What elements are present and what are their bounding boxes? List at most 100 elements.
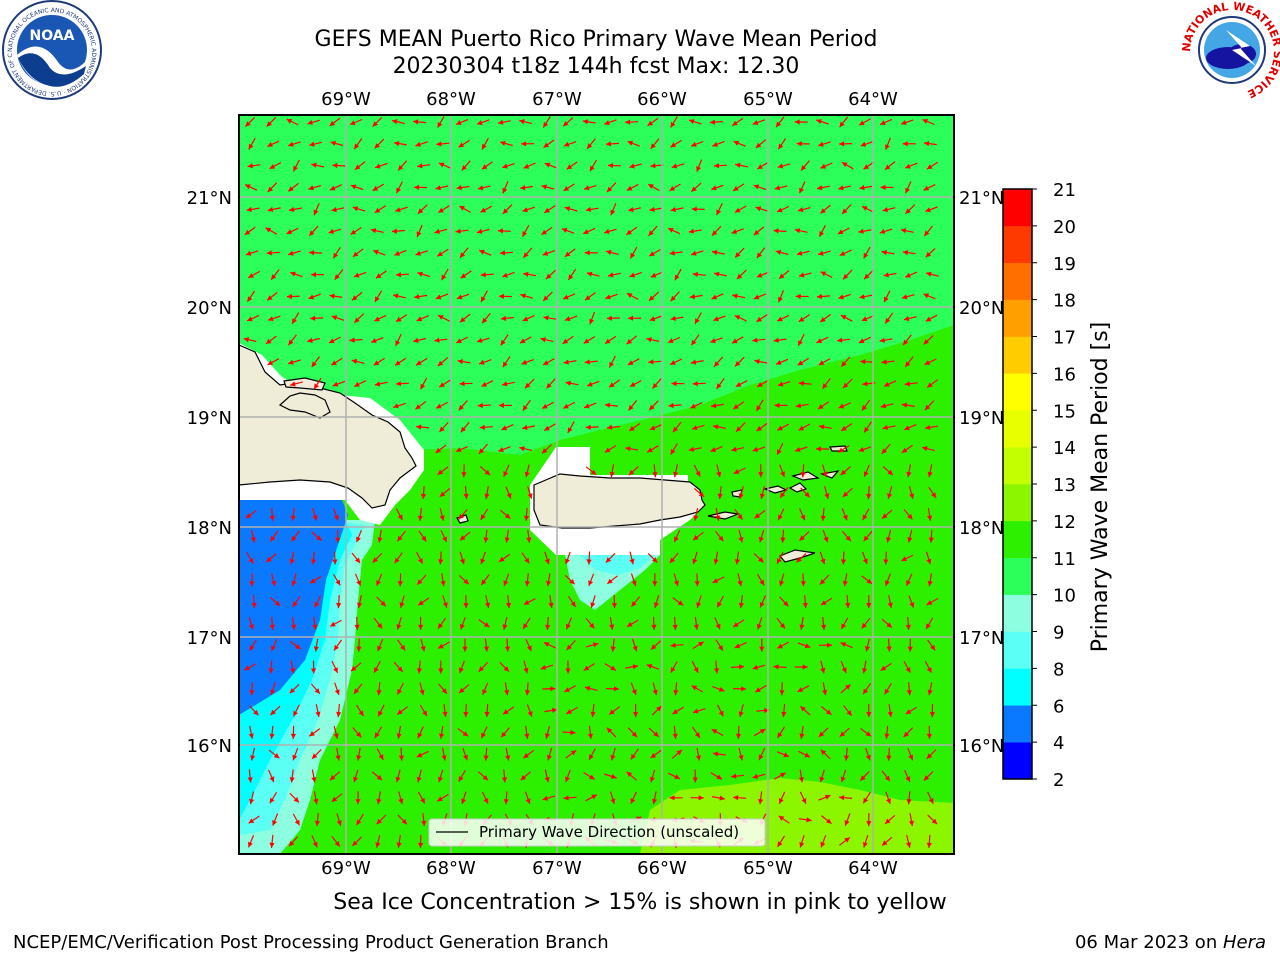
wave-direction-arrow [840, 617, 849, 630]
wave-direction-arrow [651, 616, 657, 630]
wave-direction-arrow [606, 575, 618, 585]
wave-direction-arrow [313, 377, 322, 390]
map-frame [238, 114, 955, 855]
wave-direction-arrow [693, 616, 699, 630]
wave-direction-arrow [502, 163, 515, 169]
wave-direction-arrow [841, 508, 848, 521]
colorbar-tick-label: 21 [1053, 180, 1076, 201]
wave-direction-arrow [886, 638, 892, 652]
wave-direction-arrow [863, 246, 871, 259]
wave-direction-arrow [923, 293, 936, 300]
wave-direction-arrow [585, 794, 598, 802]
wave-direction-arrow [756, 247, 766, 259]
wave-direction-arrow [418, 616, 424, 630]
wave-direction-arrow [738, 747, 744, 761]
wave-direction-arrow [799, 616, 805, 630]
wave-direction-arrow [690, 359, 704, 365]
wave-direction-arrow [585, 642, 599, 648]
wave-direction-arrow [673, 464, 679, 478]
wave-direction-arrow [524, 573, 530, 587]
wave-direction-arrow [334, 269, 344, 280]
wave-direction-arrow [354, 616, 360, 630]
wave-direction-arrow [503, 791, 509, 805]
wave-direction-arrow [731, 664, 745, 670]
wave-direction-arrow [247, 163, 261, 169]
colorbar-segment [1003, 557, 1032, 595]
wave-direction-arrow [374, 726, 383, 739]
wave-direction-arrow [540, 337, 554, 343]
wave-direction-arrow [886, 529, 892, 543]
wave-direction-arrow [289, 381, 303, 387]
wave-direction-arrow [840, 642, 853, 649]
wave-direction-arrow [328, 336, 341, 344]
wave-direction-arrow [436, 141, 450, 147]
wave-direction-arrow [504, 682, 510, 696]
wave-direction-arrow [735, 725, 742, 739]
wave-direction-arrow [610, 638, 616, 652]
wave-direction-arrow [567, 421, 575, 434]
wave-direction-arrow [731, 228, 744, 234]
wave-direction-arrow [584, 292, 596, 301]
wave-direction-arrow [438, 421, 449, 433]
wave-direction-arrow [776, 835, 786, 848]
wave-direction-arrow [903, 424, 917, 431]
wave-direction-arrow [524, 725, 530, 739]
longitude-tick-label: 64°W [848, 89, 898, 110]
wave-direction-arrow [691, 424, 705, 431]
wave-direction-arrow [818, 141, 831, 147]
wave-direction-arrow [351, 552, 361, 564]
wave-direction-arrow [882, 466, 894, 476]
wave-direction-arrow [265, 227, 278, 235]
wave-direction-arrow [332, 508, 339, 521]
wave-direction-arrow [563, 183, 575, 192]
wave-direction-arrow [628, 315, 642, 321]
wave-direction-arrow [736, 269, 747, 280]
wave-direction-arrow [818, 225, 826, 237]
wave-direction-arrow [244, 184, 258, 191]
wave-direction-arrow [798, 750, 811, 758]
wave-direction-arrow [881, 359, 895, 365]
wave-direction-arrow [841, 530, 852, 542]
wave-direction-arrow [753, 184, 767, 191]
wave-direction-arrow [522, 617, 531, 630]
wave-direction-arrow [398, 791, 404, 805]
wave-direction-arrow [502, 706, 515, 715]
wave-direction-arrow [520, 771, 531, 781]
wave-direction-arrow [395, 181, 403, 194]
wave-direction-arrow [524, 682, 531, 696]
wave-direction-arrow [904, 162, 918, 169]
wave-direction-arrow [692, 271, 706, 277]
wave-direction-arrow [562, 335, 574, 345]
wave-direction-arrow [351, 291, 363, 301]
wave-direction-arrow [583, 772, 596, 780]
wave-direction-arrow [543, 641, 556, 649]
wave-direction-arrow [692, 641, 705, 650]
wave-direction-arrow [756, 271, 770, 278]
latitude-tick-label: 20°N [187, 298, 232, 319]
wave-direction-arrow [310, 683, 321, 695]
wave-direction-arrow [758, 529, 765, 543]
wave-direction-arrow [841, 161, 854, 170]
wave-direction-arrow [356, 529, 362, 543]
wave-direction-arrow [839, 795, 853, 801]
wave-direction-arrow [351, 358, 365, 364]
wave-direction-arrow [377, 529, 383, 543]
wave-direction-arrow [416, 750, 429, 758]
wave-direction-arrow [671, 381, 685, 387]
wave-direction-arrow [331, 315, 345, 321]
wave-direction-arrow [628, 423, 641, 432]
wave-direction-arrow [902, 334, 912, 346]
wave-direction-arrow [734, 356, 745, 367]
wave-direction-arrow [925, 247, 936, 258]
wave-direction-arrow [816, 336, 829, 344]
wave-direction-arrow [840, 684, 851, 694]
wave-direction-arrow [756, 379, 769, 388]
wave-direction-arrow [312, 616, 318, 630]
wave-direction-arrow [650, 749, 662, 759]
wave-direction-arrow [437, 116, 445, 128]
wave-direction-arrow [418, 834, 424, 848]
wave-direction-arrow [692, 769, 698, 783]
wave-direction-arrow [463, 704, 469, 718]
wave-direction-arrow [924, 661, 933, 673]
wave-direction-arrow [249, 705, 259, 716]
